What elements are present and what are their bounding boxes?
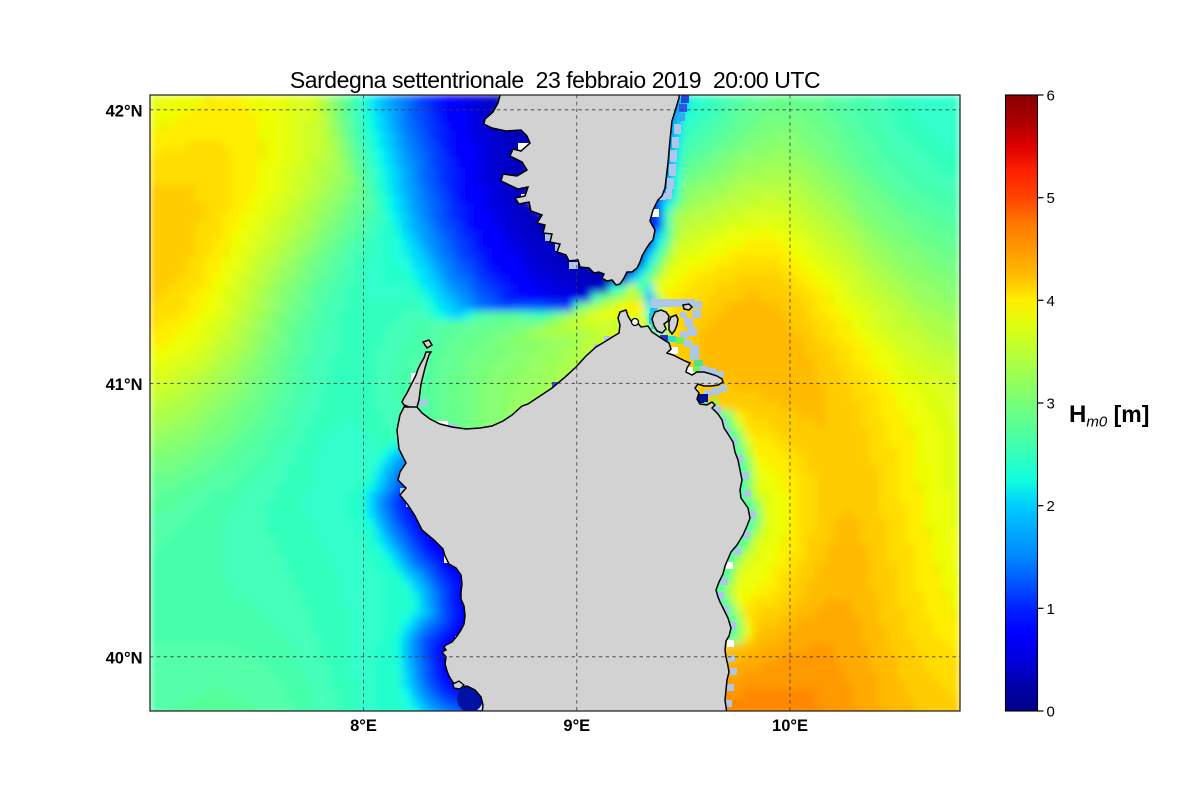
svg-text:40°N: 40°N [106,650,143,668]
svg-text:41°N: 41°N [106,376,143,394]
svg-text:5: 5 [1047,190,1055,207]
svg-text:8°E: 8°E [350,717,377,735]
svg-text:Hm0 [m]: Hm0 [m] [1069,401,1149,431]
svg-text:1: 1 [1047,601,1055,618]
svg-text:6: 6 [1047,88,1055,105]
svg-text:42°N: 42°N [106,103,143,121]
svg-text:4: 4 [1047,293,1055,310]
svg-text:Sardegna settentrionale 23 fe: Sardegna settentrionale 23 febbraio 2019… [290,67,820,93]
svg-text:3: 3 [1047,396,1055,413]
svg-text:2: 2 [1047,498,1055,515]
svg-text:0: 0 [1047,704,1055,721]
svg-text:9°E: 9°E [563,717,590,735]
svg-text:10°E: 10°E [772,717,808,735]
